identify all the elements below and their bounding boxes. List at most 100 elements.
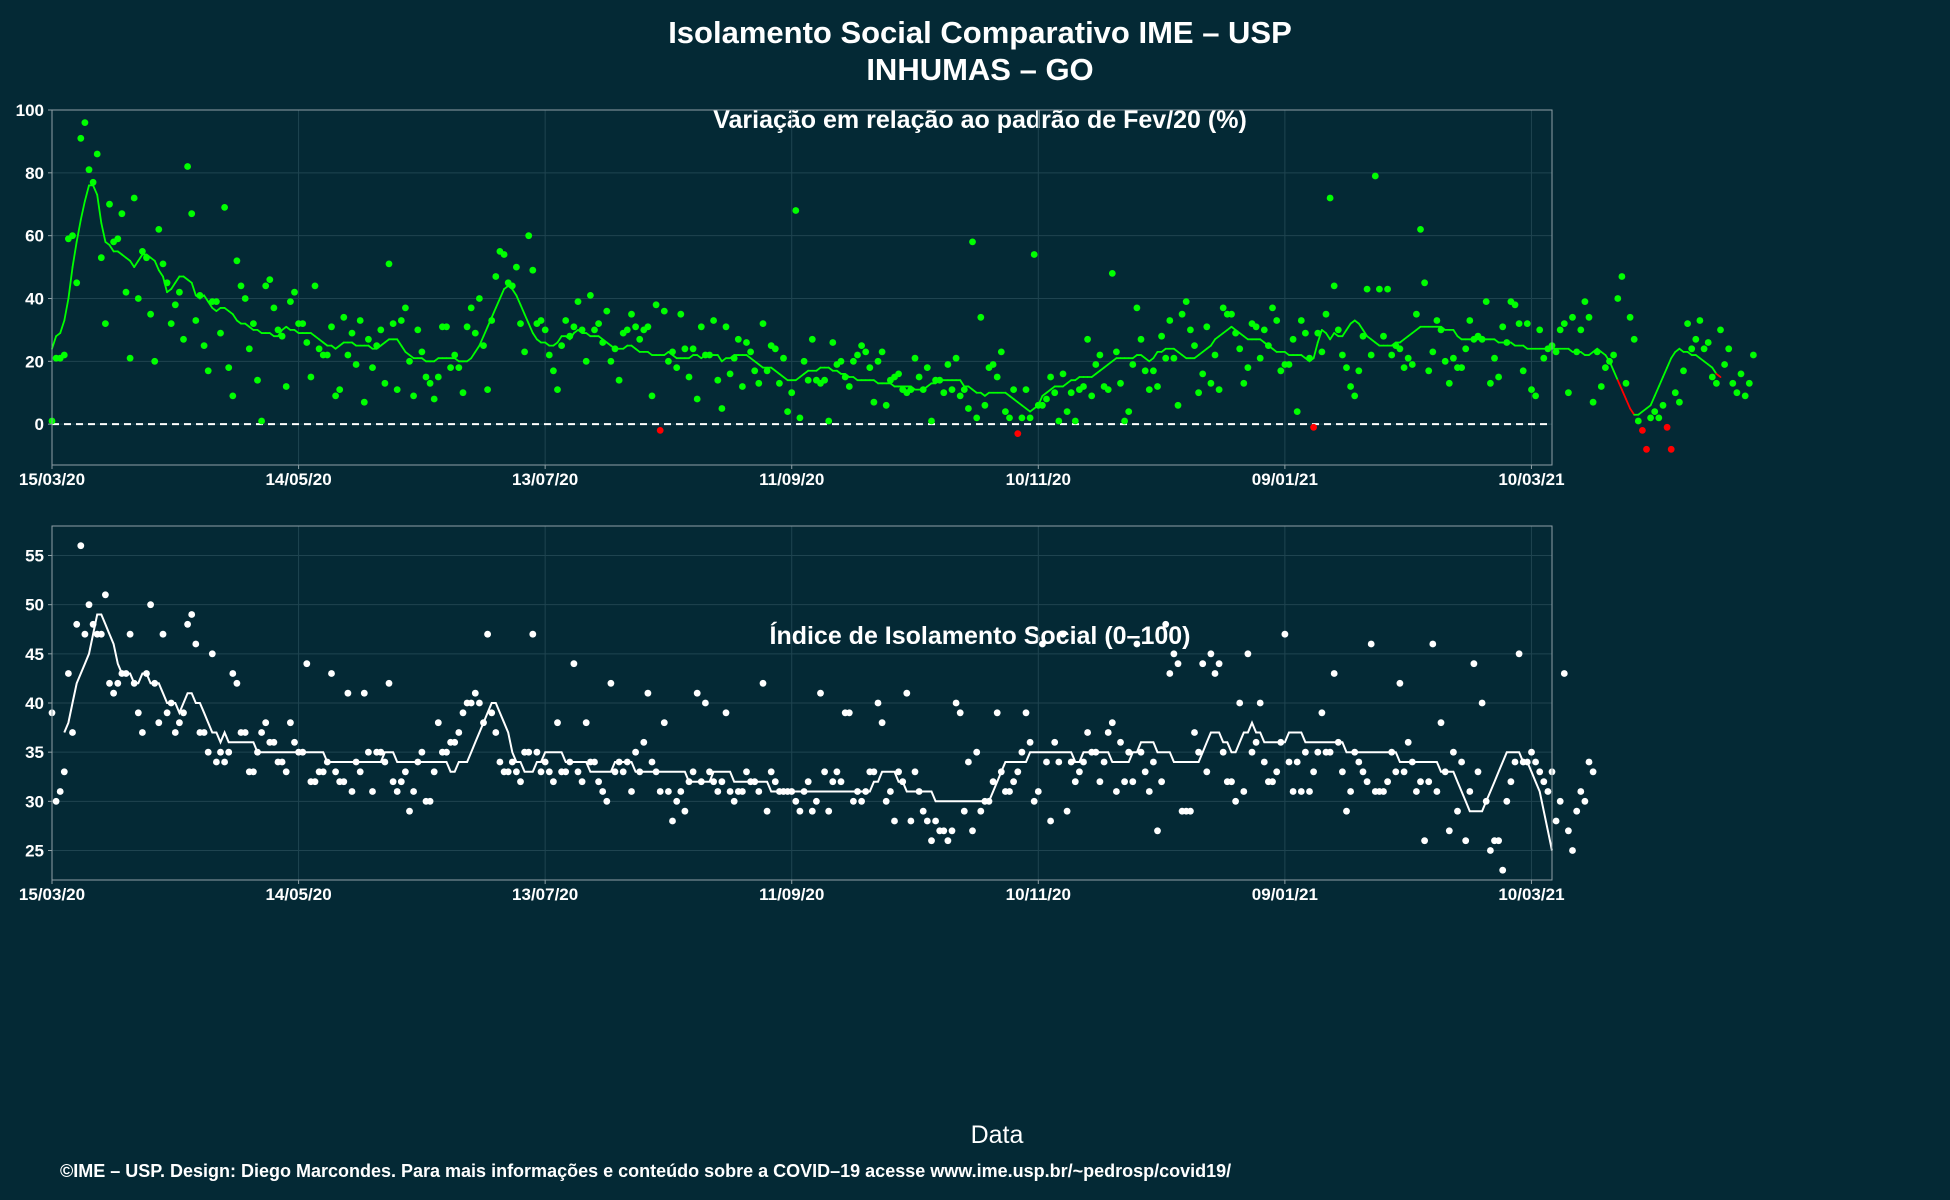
data-point xyxy=(739,383,746,390)
data-point xyxy=(714,788,722,795)
data-point xyxy=(1495,373,1502,381)
trend-segment xyxy=(59,319,66,334)
data-point xyxy=(1141,768,1149,776)
data-point xyxy=(393,386,401,393)
data-point xyxy=(566,758,574,766)
data-point xyxy=(1166,670,1174,677)
data-point xyxy=(1113,788,1120,795)
y-tick-label: 40 xyxy=(25,289,44,308)
data-point xyxy=(1433,788,1441,795)
data-point xyxy=(1108,719,1116,727)
data-point xyxy=(1729,379,1737,387)
data-point xyxy=(1450,748,1457,756)
data-point xyxy=(1162,354,1170,362)
data-point xyxy=(845,709,853,717)
data-point xyxy=(508,282,516,290)
data-point xyxy=(443,323,450,331)
data-point xyxy=(1634,417,1642,425)
data-point xyxy=(623,758,631,766)
data-point xyxy=(1014,768,1022,776)
data-point xyxy=(751,367,759,375)
data-point xyxy=(217,329,224,337)
data-point xyxy=(1006,788,1013,795)
data-point xyxy=(1026,414,1034,422)
trend-line xyxy=(63,613,1553,851)
y-tick-label: 25 xyxy=(25,842,44,861)
data-point xyxy=(1100,758,1108,766)
data-point xyxy=(1581,797,1589,805)
data-point xyxy=(636,768,644,776)
data-point xyxy=(85,601,93,609)
data-point xyxy=(817,689,824,697)
data-point xyxy=(1363,285,1371,293)
data-point xyxy=(755,788,763,795)
data-point xyxy=(1528,748,1535,756)
data-point xyxy=(1067,389,1075,397)
data-point xyxy=(299,748,307,756)
data-point xyxy=(550,778,557,786)
data-point xyxy=(1511,301,1519,309)
data-point xyxy=(1429,348,1437,356)
data-point xyxy=(747,348,754,356)
data-point xyxy=(1240,788,1248,795)
data-point xyxy=(1084,335,1091,343)
y-tick-label: 40 xyxy=(25,694,44,713)
data-point xyxy=(1314,748,1322,756)
data-point xyxy=(1614,295,1622,302)
data-point xyxy=(1445,379,1453,387)
trend-segment xyxy=(470,351,477,360)
data-point xyxy=(632,323,639,331)
data-point xyxy=(254,376,261,384)
data-point xyxy=(1121,417,1128,425)
panel1-grid xyxy=(51,109,1552,465)
data-point xyxy=(829,339,837,346)
data-point xyxy=(303,660,311,668)
data-point xyxy=(1507,778,1515,786)
data-point xyxy=(989,361,997,368)
data-point xyxy=(599,339,607,346)
data-point xyxy=(582,357,590,365)
data-point xyxy=(323,758,331,766)
data-point xyxy=(1560,320,1568,327)
data-point xyxy=(434,719,442,727)
data-point xyxy=(1174,660,1182,668)
trend-segment xyxy=(1362,329,1368,338)
data-point xyxy=(1269,304,1276,312)
data-point xyxy=(451,351,459,359)
data-point xyxy=(414,326,422,334)
data-point xyxy=(492,273,500,280)
data-point xyxy=(693,689,701,697)
data-point xyxy=(332,392,339,400)
data-point xyxy=(56,788,64,795)
data-point xyxy=(525,232,533,240)
data-point xyxy=(471,329,479,337)
data-point xyxy=(1680,367,1687,375)
data-point xyxy=(940,827,948,835)
data-point xyxy=(1125,748,1133,756)
data-point xyxy=(1404,738,1412,746)
data-point xyxy=(287,719,294,727)
data-point xyxy=(1248,748,1256,756)
data-point xyxy=(1071,778,1079,786)
data-point xyxy=(97,254,105,262)
data-point xyxy=(1491,354,1498,362)
trend-segment xyxy=(959,379,966,388)
x-tick-label: 10/03/21 xyxy=(1498,470,1564,489)
data-point xyxy=(381,758,389,766)
data-point xyxy=(1084,729,1091,736)
trend-segment xyxy=(75,219,82,243)
data-point xyxy=(402,768,409,776)
data-point xyxy=(1207,379,1215,387)
data-point xyxy=(204,367,212,375)
panel1-x-axis: 15/03/20 14/05/20 13/07/20 11/09/20 10/11/20… xyxy=(19,465,1565,489)
data-point xyxy=(1540,354,1548,362)
panel1-title: Variação em relação ao padrão de Fev/20 … xyxy=(713,106,1247,134)
data-point xyxy=(1589,398,1597,406)
data-point xyxy=(1515,650,1523,658)
data-point xyxy=(1380,788,1387,795)
data-point xyxy=(315,345,323,353)
trend-segment xyxy=(1629,407,1636,416)
data-point xyxy=(143,254,150,262)
panel2-trend-line xyxy=(63,613,1553,851)
data-point xyxy=(854,788,861,795)
